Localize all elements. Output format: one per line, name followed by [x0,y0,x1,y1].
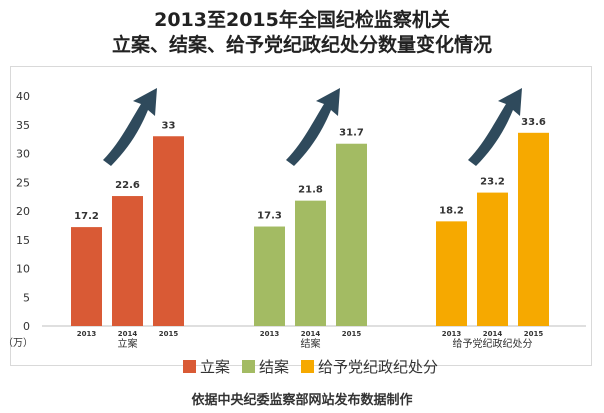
year-tick-label: 2015 [159,330,179,338]
source-note: 依据中央纪委监察部网站发布数据制作 [191,393,413,408]
growth-arrow-icon [468,88,522,166]
year-tick-label: 2013 [442,330,462,338]
category-label: 结案 [301,337,321,350]
bar-0-1 [112,196,143,326]
year-tick-label: 2014 [301,330,321,338]
y-tick-label: 0 [23,320,30,333]
y-tick-label: 30 [16,148,30,161]
bar-1-1 [295,200,326,326]
y-tick-label: 10 [16,263,30,276]
year-tick-label: 2015 [342,330,362,338]
year-tick-label: 2014 [118,330,138,338]
data-label: 21.8 [298,185,323,196]
year-tick-label: 2013 [260,330,280,338]
bar-1-2 [336,143,367,326]
legend-swatch [301,360,314,373]
data-label: 33 [162,120,176,131]
y-tick-label: 25 [16,176,30,189]
bar-0-2 [153,136,184,326]
bar-2-0 [436,221,467,326]
data-label: 17.3 [257,211,282,222]
growth-arrow-icon [286,88,340,166]
data-label: 22.6 [115,180,140,191]
legend-label: 立案 [200,358,230,376]
y-tick-label: 40 [16,90,30,103]
legend-label: 给予党纪政纪处分 [318,358,438,376]
legend-label: 结案 [259,358,289,376]
bar-1-0 [254,226,285,326]
bar-2-2 [518,132,549,326]
data-label: 17.2 [74,211,99,222]
y-tick-label: 20 [16,205,30,218]
year-tick-label: 2013 [77,330,97,338]
y-tick-label: 35 [16,119,30,132]
bar-2-1 [477,192,508,326]
data-label: 33.6 [521,117,546,128]
growth-arrow-icon [103,88,157,166]
y-axis-unit-label: （万） [3,337,33,349]
chart-title-line2: 立案、结案、给予党纪政纪处分数量变化情况 [111,34,492,56]
category-label: 给予党纪政纪处分 [453,337,533,350]
chart-title-line1: 2013至2015年全国纪检监察机关 [154,9,450,31]
data-label: 23.2 [480,177,505,188]
year-tick-label: 2015 [524,330,544,338]
y-tick-label: 15 [16,234,30,247]
y-tick-label: 5 [23,291,30,304]
year-tick-label: 2014 [483,330,503,338]
bar-0-0 [71,227,102,326]
legend-swatch [242,360,255,373]
legend-swatch [183,360,196,373]
category-label: 立案 [118,337,138,350]
data-label: 18.2 [439,205,464,216]
data-label: 31.7 [339,128,364,139]
